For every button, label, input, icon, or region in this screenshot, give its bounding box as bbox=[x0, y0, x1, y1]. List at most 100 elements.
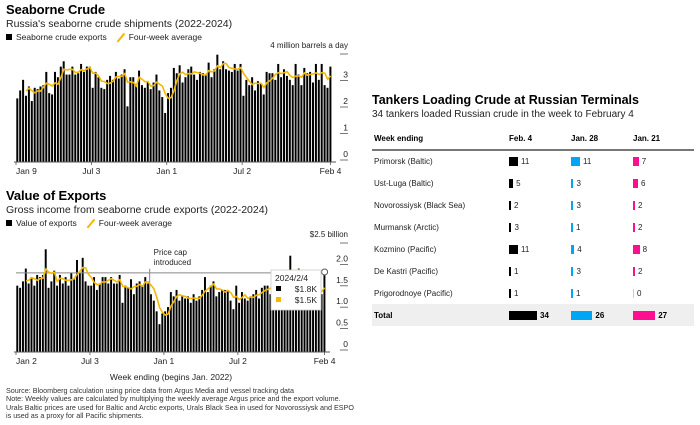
bar bbox=[109, 75, 112, 162]
value-number: 6 bbox=[640, 178, 646, 188]
bar bbox=[225, 69, 228, 162]
bar bbox=[268, 73, 271, 162]
bar bbox=[190, 66, 193, 162]
value-bar bbox=[633, 266, 635, 276]
bar bbox=[138, 281, 141, 352]
bar bbox=[73, 279, 76, 352]
bar bbox=[152, 300, 155, 352]
bar bbox=[329, 66, 332, 162]
bar bbox=[132, 294, 135, 352]
y-tick-label: 3 bbox=[343, 70, 348, 80]
legend-bar-swatch bbox=[6, 34, 12, 40]
value-number: 26 bbox=[595, 310, 605, 320]
four-week-average-line bbox=[25, 62, 332, 100]
col-jan21: Jan. 21 bbox=[631, 128, 694, 151]
bar bbox=[147, 283, 150, 352]
x-tick-label: Feb 4 bbox=[314, 356, 336, 366]
bar bbox=[240, 292, 243, 352]
bar bbox=[33, 87, 36, 162]
bar bbox=[259, 83, 262, 162]
value-number: 5 bbox=[516, 178, 521, 188]
x-tick-label: Jul 3 bbox=[81, 356, 99, 366]
bar bbox=[41, 274, 44, 352]
bar bbox=[317, 79, 320, 162]
bar bbox=[256, 81, 259, 162]
bar bbox=[303, 67, 306, 162]
bar bbox=[269, 294, 272, 352]
y-tick-label: 1.5 bbox=[336, 275, 348, 285]
bar bbox=[50, 281, 53, 352]
table-row: Murmansk (Arctic) 3 1 2 bbox=[372, 216, 694, 238]
y-tick-label: 2 bbox=[343, 96, 348, 106]
value-cell: 2 bbox=[507, 194, 569, 216]
bar bbox=[175, 289, 178, 352]
y-tick-label: 0 bbox=[343, 339, 348, 349]
bar bbox=[118, 274, 121, 352]
bar bbox=[19, 90, 22, 162]
bar bbox=[297, 74, 300, 162]
bar bbox=[223, 289, 226, 352]
bar bbox=[97, 77, 100, 162]
value-cell: 2 bbox=[631, 216, 694, 238]
bar bbox=[47, 287, 50, 352]
bar bbox=[27, 283, 30, 352]
value-bar bbox=[571, 222, 573, 232]
bar bbox=[255, 289, 258, 352]
terminal-name: Kozmino (Pacific) bbox=[374, 244, 437, 254]
bar bbox=[56, 77, 59, 162]
tooltip: 2024/2/4$1.8K$1.5K bbox=[270, 269, 322, 311]
legend-line-label: Four-week average bbox=[128, 32, 202, 42]
bar bbox=[88, 66, 91, 162]
x-tick-label: Jan 1 bbox=[156, 166, 177, 176]
value-bar bbox=[571, 157, 581, 166]
bar bbox=[291, 85, 294, 162]
value-cell: 0 bbox=[631, 282, 694, 304]
value-cell: 2 bbox=[631, 194, 694, 216]
value-bar bbox=[633, 310, 656, 320]
bar bbox=[204, 277, 206, 352]
value-number: 7 bbox=[641, 157, 647, 166]
legend-bar-label: Value of exports bbox=[16, 218, 77, 228]
chart1-title: Seaborne Crude bbox=[6, 2, 106, 17]
bar bbox=[314, 294, 317, 352]
legend-bar-swatch bbox=[6, 220, 12, 226]
bar bbox=[236, 70, 239, 162]
bar bbox=[58, 274, 61, 352]
bar bbox=[184, 298, 187, 352]
value-cell: 27 bbox=[631, 304, 694, 326]
value-number: 1 bbox=[576, 288, 581, 298]
value-number: 34 bbox=[540, 310, 549, 320]
legend-line-label: Four-week average bbox=[98, 218, 173, 228]
value-number: 2 bbox=[514, 200, 519, 210]
source-notes: Source: Bloomberg calculation using pric… bbox=[6, 386, 356, 421]
value-number: 27 bbox=[658, 310, 668, 320]
value-bar bbox=[571, 266, 574, 276]
bar bbox=[222, 61, 225, 162]
bar bbox=[309, 287, 312, 352]
bar bbox=[277, 63, 280, 163]
bar bbox=[71, 66, 74, 162]
bar bbox=[280, 279, 283, 352]
value-number: 11 bbox=[583, 157, 592, 166]
chart1-subtitle: Russia's seaborne crude shipments (2022-… bbox=[6, 18, 233, 30]
bar bbox=[189, 302, 192, 352]
bar bbox=[169, 292, 172, 352]
value-cell: 11 bbox=[569, 150, 631, 172]
tooltip-bar-swatch bbox=[276, 286, 281, 291]
terminal-name: Murmansk (Arctic) bbox=[374, 222, 439, 232]
chart2-title: Value of Exports bbox=[6, 188, 107, 203]
value-number: 1 bbox=[514, 266, 519, 276]
bar bbox=[172, 67, 175, 162]
bar bbox=[81, 257, 84, 352]
table-total-row: Total 34 26 27 bbox=[372, 304, 694, 326]
bar bbox=[210, 77, 213, 162]
table-title: Tankers Loading Crude at Russian Termina… bbox=[372, 93, 639, 107]
value-bar bbox=[571, 288, 573, 298]
bar bbox=[51, 94, 54, 162]
bar bbox=[249, 296, 252, 352]
chart2-legend: Value of exports Four-week average bbox=[6, 218, 172, 228]
bar bbox=[172, 296, 175, 352]
value-number: 3 bbox=[576, 266, 581, 276]
hover-point-marker bbox=[321, 268, 329, 276]
bar bbox=[138, 70, 141, 162]
